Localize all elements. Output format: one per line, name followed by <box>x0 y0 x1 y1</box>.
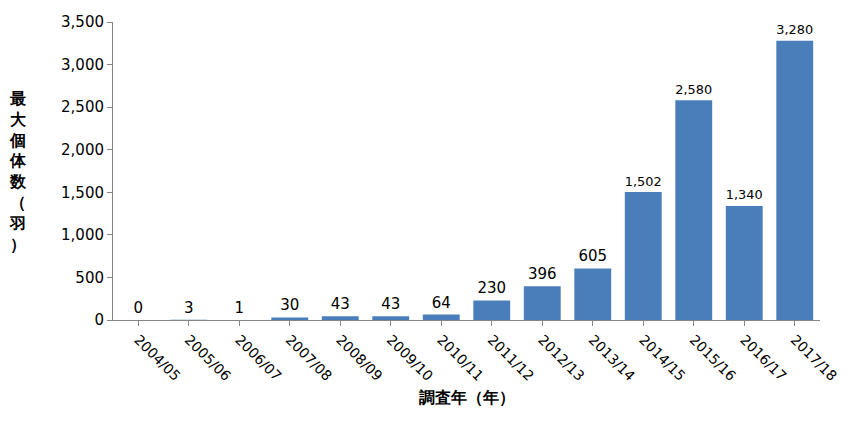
svg-text:396: 396 <box>528 265 557 283</box>
svg-text:605: 605 <box>578 247 607 265</box>
svg-text:2,000: 2,000 <box>61 141 104 159</box>
svg-text:1,500: 1,500 <box>61 184 104 202</box>
svg-text:2005/06: 2005/06 <box>182 332 235 385</box>
svg-text:0: 0 <box>133 299 143 317</box>
svg-text:2007/08: 2007/08 <box>283 332 335 384</box>
svg-text:2011/12: 2011/12 <box>485 332 537 384</box>
svg-text:最大個体数（羽）: 最大個体数（羽） <box>9 89 27 254</box>
svg-text:2015/16: 2015/16 <box>687 332 740 385</box>
svg-text:230: 230 <box>477 279 506 297</box>
svg-text:2012/13: 2012/13 <box>535 332 587 384</box>
svg-text:3,500: 3,500 <box>61 13 104 31</box>
svg-text:2008/09: 2008/09 <box>333 332 385 384</box>
svg-text:調査年（年）: 調査年（年） <box>419 388 515 407</box>
svg-text:64: 64 <box>432 294 451 312</box>
svg-text:43: 43 <box>331 295 350 313</box>
svg-text:2,580: 2,580 <box>675 82 712 97</box>
svg-text:2016/17: 2016/17 <box>737 332 789 384</box>
svg-text:2014/15: 2014/15 <box>636 332 688 384</box>
svg-text:3,280: 3,280 <box>776 22 813 37</box>
svg-text:43: 43 <box>381 295 400 313</box>
svg-text:1,502: 1,502 <box>625 174 662 189</box>
svg-text:2006/07: 2006/07 <box>232 332 284 384</box>
svg-text:2,500: 2,500 <box>61 98 104 116</box>
svg-text:1: 1 <box>234 299 244 317</box>
svg-text:2009/10: 2009/10 <box>384 332 436 384</box>
svg-text:500: 500 <box>75 269 104 287</box>
svg-text:3: 3 <box>184 299 194 317</box>
svg-text:0: 0 <box>94 311 104 329</box>
svg-text:2004/05: 2004/05 <box>131 332 183 384</box>
svg-text:3,000: 3,000 <box>61 56 104 74</box>
svg-text:2017/18: 2017/18 <box>788 332 840 384</box>
svg-text:30: 30 <box>280 296 299 314</box>
svg-text:2010/11: 2010/11 <box>434 332 486 384</box>
svg-text:2013/14: 2013/14 <box>586 332 639 385</box>
svg-text:1,000: 1,000 <box>61 226 104 244</box>
svg-text:1,340: 1,340 <box>726 187 763 202</box>
